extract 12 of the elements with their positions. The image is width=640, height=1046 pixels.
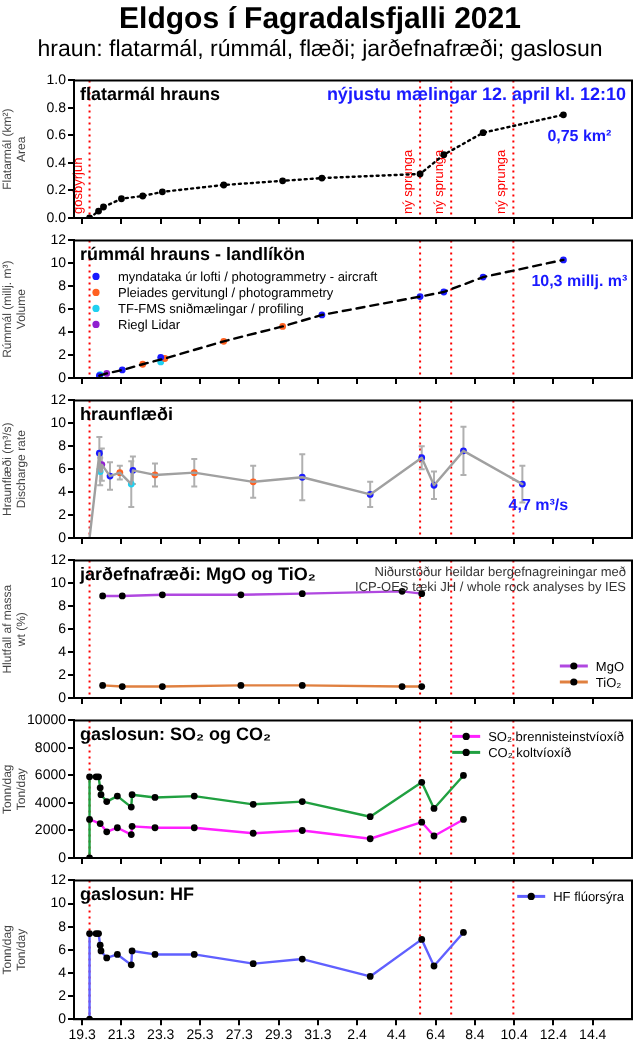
annotation: nýjustu mælingar 12. april kl. 12:10 <box>326 84 626 105</box>
chart-subtitle: hraun: flatarmál, rúmmál, flæði; jarðefnafræði; gaslosun <box>35 36 605 66</box>
chart-title: hraunflæði <box>80 404 173 425</box>
chart-title: Eldgos í Fagradalsfjalli 2021 <box>117 0 523 36</box>
chart-title: jarðefnafræði: MgO og TiO₂ <box>78 564 316 585</box>
annotation: flatarmál hrauns <box>80 84 221 105</box>
annotation: 4,7 m³/s <box>508 496 570 515</box>
chart-title: rúmmál hrauns - landlíkön <box>80 244 306 265</box>
chart-title: gaslosun: HF <box>80 884 196 905</box>
annotation: 0,75 km² <box>547 126 613 145</box>
annotation: 10,3 millj. m³ <box>531 271 629 290</box>
chart-title: gaslosun: SO₂ og CO₂ <box>80 724 272 745</box>
